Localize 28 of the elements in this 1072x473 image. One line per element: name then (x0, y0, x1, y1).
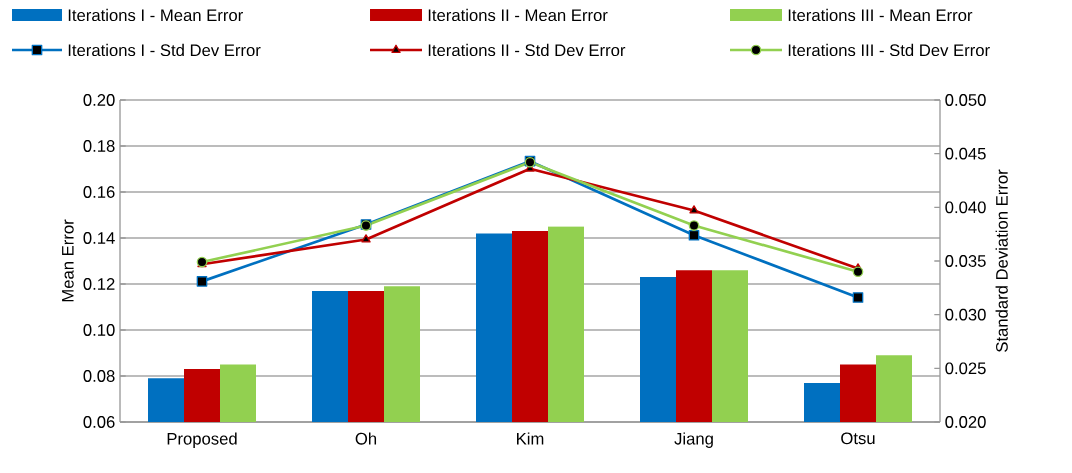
legend-label: Iterations I - Std Dev Error (68, 43, 261, 57)
y2-tick-label: 0.040 (945, 201, 986, 214)
x-tick-label: Proposed (167, 432, 237, 448)
y2-tick-label: 0.030 (945, 308, 986, 321)
y-tick-label: 0.10 (83, 324, 115, 336)
legend-label: Iterations II - Mean Error (428, 8, 608, 22)
y-tick-label: 0.18 (83, 140, 115, 152)
y2-tick-label: 0.050 (945, 94, 986, 106)
legend-label: Iterations II - Std Dev Error (428, 43, 626, 57)
y-tick-label: 0.08 (83, 370, 115, 382)
y2-tick-label: 0.035 (945, 255, 986, 267)
legend-label: Iterations III - Mean Error (788, 8, 973, 22)
legend-label: Iterations III - Std Dev Error (788, 43, 990, 57)
y-tick-label: 0.16 (83, 186, 115, 198)
x-tick-label: Kim (517, 432, 544, 445)
y-tick-label: 0.06 (83, 416, 115, 428)
legend-label: Iterations I - Mean Error (68, 8, 243, 22)
y-tick-label: 0.14 (83, 232, 115, 244)
y-tick-label: 0.12 (83, 278, 115, 290)
y2-axis-title: Standard Deviation Error (995, 169, 1008, 352)
y-tick-label: 0.20 (83, 94, 115, 106)
y2-tick-label: 0.025 (945, 362, 986, 375)
x-tick-label: Oh (355, 432, 377, 445)
y2-tick-label: 0.020 (945, 416, 986, 428)
y-axis-title: Mean Error (62, 219, 74, 302)
x-tick-label: Jiang (674, 432, 713, 448)
x-tick-label: Otsu (841, 432, 875, 445)
y2-tick-label: 0.045 (945, 147, 986, 160)
